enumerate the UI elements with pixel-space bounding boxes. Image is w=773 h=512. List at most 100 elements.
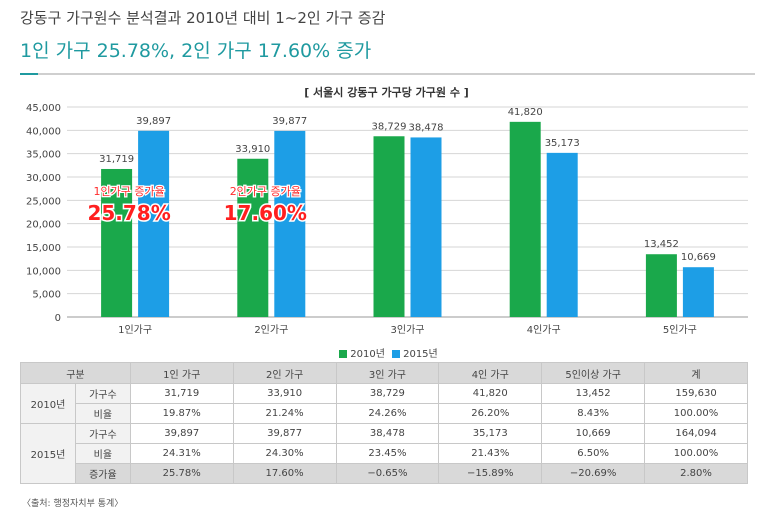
table-cell: 17.60% bbox=[232, 463, 337, 484]
bar-value-label: 35,173 bbox=[545, 138, 580, 149]
y-tick-label: 15,000 bbox=[26, 243, 61, 254]
table-header-cell: 5인이상 가구 bbox=[541, 362, 646, 384]
table-cell: 164,094 bbox=[644, 423, 748, 444]
table-cell: 41,820 bbox=[438, 383, 543, 404]
table-cell: 19.87% bbox=[129, 403, 234, 424]
table-cell: 100.00% bbox=[644, 403, 748, 424]
chart-title: [ 서울시 강동구 가구당 가구원 수 ] bbox=[304, 86, 469, 99]
page-subtitle: 1인 가구 25.78%, 2인 가구 17.60% 증가 bbox=[20, 40, 372, 62]
bar-value-label: 38,478 bbox=[409, 122, 444, 133]
table-cell: 6.50% bbox=[541, 443, 646, 464]
table-cell: 21.43% bbox=[438, 443, 543, 464]
table-group-label: 2015년 bbox=[20, 423, 76, 484]
table-header-row: 구분 1인 가구 2인 가구 3인 가구 4인 가구 5인이상 가구 계 bbox=[20, 362, 748, 384]
table-cell: −20.69% bbox=[541, 463, 646, 484]
table-cell: 26.20% bbox=[438, 403, 543, 424]
table-row: 2015년 가구수 39,897 39,877 38,478 35,173 10… bbox=[20, 423, 748, 484]
table-cell: 10,669 bbox=[541, 423, 646, 444]
table-header-cell: 계 bbox=[644, 362, 748, 384]
bar-value-label: 39,877 bbox=[272, 116, 307, 127]
bar bbox=[373, 136, 405, 317]
y-tick-label: 45,000 bbox=[26, 103, 61, 114]
table-cell: 25.78% bbox=[129, 463, 234, 484]
table-cell: −0.65% bbox=[335, 463, 440, 484]
table-cell: 33,910 bbox=[232, 383, 337, 404]
bar bbox=[682, 267, 714, 317]
table-cell: 100.00% bbox=[644, 443, 748, 464]
bar bbox=[237, 158, 269, 317]
annotation-value: 25.78% bbox=[87, 201, 170, 225]
table-row-label: 가구수 bbox=[74, 383, 131, 404]
bar bbox=[546, 152, 578, 317]
table-row: 2010년 가구수 31,719 33,910 38,729 41,820 13… bbox=[20, 383, 748, 424]
bar-value-label: 33,910 bbox=[235, 144, 270, 155]
x-tick-label: 2인가구 bbox=[254, 324, 288, 336]
table-cell: 38,729 bbox=[335, 383, 440, 404]
y-tick-label: 40,000 bbox=[26, 126, 61, 137]
table-group-label: 2010년 bbox=[20, 383, 76, 424]
page-title: 강동구 가구원수 분석결과 2010년 대비 1~2인 가구 증감 bbox=[20, 9, 386, 27]
table-cell: 159,630 bbox=[644, 383, 748, 404]
bar-value-label: 10,669 bbox=[681, 252, 716, 263]
annotation-value: 17.60% bbox=[224, 201, 307, 225]
table-row-label: 가구수 bbox=[74, 423, 131, 444]
source-note: 〈출처: 행정자치부 통계〉 bbox=[22, 499, 124, 509]
y-tick-label: 20,000 bbox=[26, 220, 61, 231]
table-row: 비율 19.87% 21.24% 24.26% 26.20% 8.43% 100… bbox=[21, 403, 748, 424]
bar bbox=[274, 130, 306, 317]
y-tick-label: 0 bbox=[55, 313, 61, 324]
table-row: 증가율 25.78% 17.60% −0.65% −15.89% −20.69%… bbox=[21, 463, 748, 484]
bar-value-label: 41,820 bbox=[508, 107, 543, 118]
x-tick-label: 1인가구 bbox=[118, 324, 152, 336]
legend-swatch-2015 bbox=[392, 350, 401, 358]
y-tick-label: 35,000 bbox=[26, 150, 61, 161]
household-table: 구분 1인 가구 2인 가구 3인 가구 4인 가구 5인이상 가구 계 201… bbox=[20, 362, 748, 484]
table-cell: 24.26% bbox=[335, 403, 440, 424]
bar bbox=[138, 130, 170, 317]
table-cell: 38,478 bbox=[335, 423, 440, 444]
table-cell: 24.31% bbox=[129, 443, 234, 464]
bar-value-label: 38,729 bbox=[372, 121, 407, 132]
bar-value-label: 39,897 bbox=[136, 116, 171, 127]
legend-label-2015: 2015년 bbox=[403, 349, 438, 360]
y-tick-label: 25,000 bbox=[26, 196, 61, 207]
table-cell: 39,897 bbox=[129, 423, 234, 444]
table-header-cell: 3인 가구 bbox=[335, 362, 440, 384]
x-tick-label: 4인가구 bbox=[527, 324, 561, 336]
table-row-label: 증가율 bbox=[74, 463, 131, 484]
bar-value-label: 13,452 bbox=[644, 239, 679, 250]
table-cell: 13,452 bbox=[541, 383, 646, 404]
bar-chart: 0 5,000 10,000 15,000 20,000 25,000 30,000 35,0… bbox=[26, 103, 748, 336]
annotation-label: 2인가구 증가율 bbox=[230, 185, 301, 198]
y-tick-label: 30,000 bbox=[26, 173, 61, 184]
chart-legend: 2010년 2015년 bbox=[0, 345, 773, 360]
table-header-cell: 1인 가구 bbox=[129, 362, 234, 384]
bar-value-label: 31,719 bbox=[99, 154, 134, 165]
table-row-label: 비율 bbox=[74, 443, 131, 464]
table-cell: 2.80% bbox=[644, 463, 748, 484]
table-cell: 24.30% bbox=[232, 443, 337, 464]
x-tick-label: 3인가구 bbox=[391, 324, 425, 336]
annotation-label: 1인가구 증가율 bbox=[93, 185, 164, 198]
table-cell: 21.24% bbox=[232, 403, 337, 424]
bar bbox=[509, 121, 541, 317]
table-row: 비율 24.31% 24.30% 23.45% 21.43% 6.50% 100… bbox=[21, 443, 748, 464]
table-cell: −15.89% bbox=[438, 463, 543, 484]
legend-label-2010: 2010년 bbox=[350, 349, 385, 360]
table-row-label: 비율 bbox=[74, 403, 131, 424]
y-tick-label: 5,000 bbox=[32, 290, 61, 301]
table-cell: 8.43% bbox=[541, 403, 646, 424]
table-header-cell: 구분 bbox=[20, 362, 131, 384]
table-cell: 35,173 bbox=[438, 423, 543, 444]
table-cell: 31,719 bbox=[129, 383, 234, 404]
table-header-cell: 2인 가구 bbox=[232, 362, 337, 384]
table-cell: 23.45% bbox=[335, 443, 440, 464]
y-tick-label: 10,000 bbox=[26, 266, 61, 277]
bar bbox=[101, 168, 133, 317]
table-header-cell: 4인 가구 bbox=[438, 362, 543, 384]
title-divider bbox=[20, 73, 755, 75]
legend-swatch-2010 bbox=[339, 350, 348, 358]
x-tick-label: 5인가구 bbox=[663, 324, 697, 336]
table-cell: 39,877 bbox=[232, 423, 337, 444]
bar bbox=[410, 137, 442, 317]
